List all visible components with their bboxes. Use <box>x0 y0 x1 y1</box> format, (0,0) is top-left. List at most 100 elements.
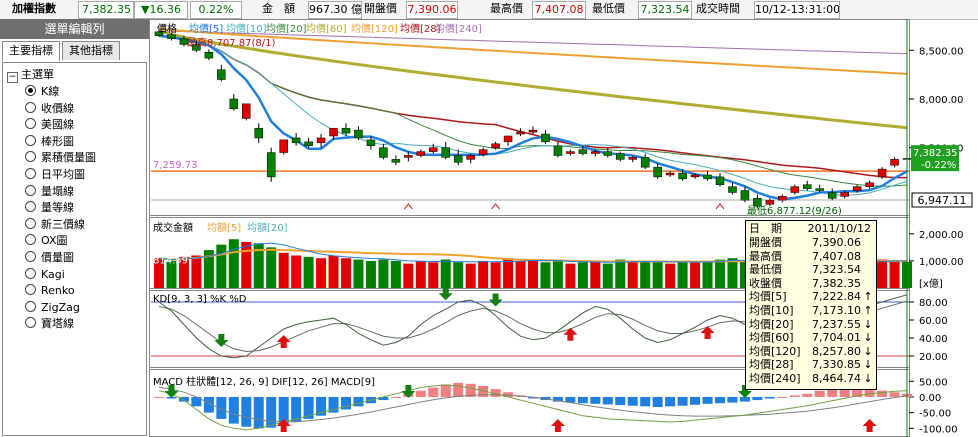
menu-item[interactable]: 價量圖 <box>25 250 74 266</box>
volume-value-label: 814.59 <box>153 256 188 267</box>
macd-hist-bar <box>615 396 626 406</box>
tooltip-row-value: 8,464.74 <box>812 372 861 385</box>
radio-icon[interactable] <box>25 101 36 113</box>
radio-icon[interactable] <box>25 217 36 229</box>
macd-hist-bar <box>203 396 214 413</box>
tooltip-row-arrow: ↑ <box>863 290 873 304</box>
sidebar-title: 選單編輯列 <box>0 19 149 39</box>
menu-item-label: Kagi <box>41 267 65 281</box>
open-value: 7,390.06 <box>406 1 458 19</box>
volume-bar <box>166 260 177 288</box>
candle-body <box>591 151 600 154</box>
tab-main-indicators[interactable]: 主要指標 <box>2 41 60 61</box>
macd-hist-bar <box>864 389 875 397</box>
menu-item[interactable]: 收價線 <box>25 101 74 117</box>
radio-icon[interactable] <box>25 85 36 96</box>
macd-hist-bar <box>777 396 788 398</box>
volume-bar <box>303 256 314 288</box>
tooltip-row-value: 7,222.84 <box>812 290 861 304</box>
candle-body <box>690 174 700 178</box>
candle-body <box>154 31 164 36</box>
volume-bar <box>378 259 389 288</box>
radio-icon[interactable] <box>25 184 36 196</box>
tab-other-indicators[interactable]: 其他指標 <box>62 41 120 60</box>
menu-item[interactable]: 量塌線 <box>25 184 74 200</box>
menu-item[interactable]: 新三價線 <box>25 217 85 233</box>
macd-hist-bar <box>341 396 351 410</box>
legend-entry: 均價[60] <box>306 22 347 35</box>
macd-hist-bar <box>602 396 613 405</box>
collapse-icon[interactable]: − <box>7 72 18 83</box>
data-tooltip: 日 期 2011/10/12 開盤價 7,390.06 最高價 7,407.08 最低價… <box>745 220 877 390</box>
up-arrow-icon <box>862 419 877 432</box>
candle-body <box>291 137 301 144</box>
menu-item[interactable]: Renko <box>25 283 75 299</box>
legend-entry: 均價[20] <box>266 22 307 35</box>
candle-body <box>678 172 687 180</box>
radio-icon[interactable] <box>25 267 36 279</box>
up-arrow-icon <box>550 419 565 432</box>
radio-icon[interactable] <box>25 234 36 246</box>
radio-icon[interactable] <box>25 118 36 130</box>
menu-item-label: Renko <box>41 284 75 298</box>
radio-icon[interactable] <box>25 300 36 312</box>
menu-item[interactable]: 美國線 <box>25 117 74 133</box>
legend-entry: 均價[120] <box>351 22 398 35</box>
candle-body <box>491 143 500 148</box>
candle-body <box>516 131 525 135</box>
menu-item[interactable]: ZigZag <box>25 300 80 316</box>
menu-item[interactable]: 寶塔線 <box>25 316 74 332</box>
tree-root[interactable]: − 主選單 <box>7 67 54 83</box>
volume-bar <box>341 258 351 288</box>
candle-body <box>304 141 313 146</box>
volume-bar <box>465 263 476 288</box>
radio-icon[interactable] <box>25 151 36 163</box>
tooltip-row-value: 7,390.06 <box>812 236 861 249</box>
tooltip-row-arrow: ↓ <box>863 372 873 385</box>
macd-hist-bar <box>228 396 239 424</box>
macd-hist-bar <box>577 396 588 404</box>
menu-item[interactable]: K線 <box>25 84 59 100</box>
tooltip-row-arrow: ↓ <box>863 331 873 345</box>
candle-body <box>379 147 388 158</box>
radio-icon[interactable] <box>25 134 36 146</box>
tooltip-date-row: 日 期 2011/10/12 <box>749 223 873 235</box>
period-low-label: 最低6,877.12(9/26) <box>747 204 842 217</box>
candle-body <box>266 152 276 178</box>
menu-item[interactable]: 累積價量圖 <box>25 150 96 166</box>
radio-icon[interactable] <box>25 317 36 329</box>
volume-bar <box>515 260 526 288</box>
candle-body <box>815 188 824 191</box>
menu-item[interactable]: 棒形圖 <box>25 134 74 150</box>
candle-body <box>566 151 575 154</box>
candle-body <box>578 149 588 154</box>
radio-icon[interactable] <box>25 251 36 262</box>
radio-icon[interactable] <box>25 284 36 296</box>
y-tick-label: 8,000.00 <box>919 95 964 106</box>
menu-item-label: 寶塔線 <box>41 317 74 331</box>
time-label: 成交時間 <box>696 1 748 17</box>
candle-body <box>329 127 338 137</box>
tooltip-row: 開盤價 7,390.06 <box>749 237 873 249</box>
candle-body <box>790 186 800 193</box>
candle-body <box>466 155 475 160</box>
legend-entry: 均額[5] <box>207 221 241 234</box>
macd-hist-bar <box>764 396 775 399</box>
menu-item[interactable]: Kagi <box>25 267 65 283</box>
volume-bar <box>615 259 626 288</box>
menu-item[interactable]: 日平均圖 <box>25 167 85 183</box>
menu-item-label: ZigZag <box>41 300 80 314</box>
tooltip-row-label: 均價[10] <box>749 304 794 317</box>
y-tick-label: 1,000.00 <box>919 257 964 268</box>
volume-bar <box>739 260 750 288</box>
macd-hist-bar <box>241 396 252 427</box>
radio-icon[interactable] <box>25 201 36 213</box>
candle-body <box>441 147 450 158</box>
radio-icon[interactable] <box>25 168 36 179</box>
macd-hist-bar <box>191 396 202 407</box>
macd-hist-bar <box>453 382 464 397</box>
candle-body <box>865 182 874 187</box>
candle-body <box>728 186 737 193</box>
menu-item[interactable]: 量等線 <box>25 200 74 216</box>
menu-item[interactable]: OX圖 <box>25 233 68 249</box>
